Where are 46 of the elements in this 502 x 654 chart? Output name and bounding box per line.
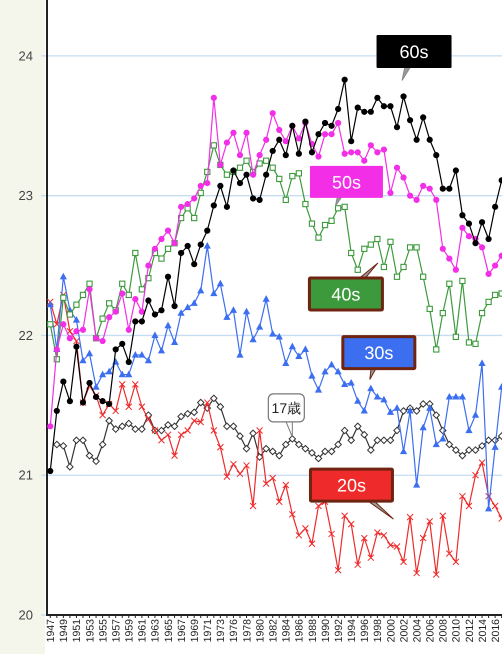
series-label: 30s [364,343,394,364]
y-tick-label: 22 [18,328,33,343]
x-tick-label: 1967 [176,618,188,642]
x-tick-label: 1994 [346,618,358,642]
x-tick-label: 1959 [124,618,136,642]
x-tick-label: 1973 [215,618,228,642]
x-tick-label: 1965 [162,618,175,642]
x-tick-label: 1986 [294,618,306,642]
x-tick-label: 2012 [464,618,476,642]
x-tick-label: 1998 [372,618,384,642]
series-label: 60s [400,42,429,62]
x-tick-label: 1988 [306,618,319,642]
x-tick-label: 2008 [438,618,450,642]
x-tick-label: 1953 [84,618,96,642]
x-tick-label: 1949 [58,618,70,642]
x-tick-label: 2006 [424,618,437,642]
x-tick-label: 2014 [476,618,489,642]
y-tick-label: 21 [18,468,33,483]
x-tick-label: 1996 [359,618,372,642]
y-tick-label: 23 [18,188,33,204]
x-tick-label: 1969 [188,618,201,642]
x-tick-label: 1978 [241,618,254,642]
series-label: 40s [331,284,360,304]
x-tick-label: 1957 [110,618,122,642]
x-tick-label: 1963 [150,618,162,642]
x-tick-label: 2010 [450,618,463,642]
x-tick-label: 1951 [71,618,84,642]
x-tick-label: 1955 [97,618,110,642]
x-tick-label: 1984 [280,618,293,642]
x-tick-label: 1947 [45,618,58,642]
x-tick-label: 1980 [254,618,266,642]
x-tick-label: 2000 [385,618,398,642]
series-label: 17歳 [272,400,302,416]
x-tick-label: 1992 [332,618,345,642]
x-tick-label: 2016 [490,618,502,642]
series-label: 20s [336,476,366,496]
x-tick-label: 1990 [320,618,332,642]
x-tick-label: 2002 [398,618,410,642]
x-tick-label: 1982 [268,618,280,642]
x-tick-label: 1976 [228,618,240,642]
x-tick-label: 2004 [411,618,424,642]
y-tick-label: 24 [18,48,33,64]
y-tick-label: 20 [18,608,33,622]
series-label: 50s [332,172,361,192]
x-tick-label: 1971 [202,618,214,642]
x-tick-label: 1961 [136,618,149,642]
